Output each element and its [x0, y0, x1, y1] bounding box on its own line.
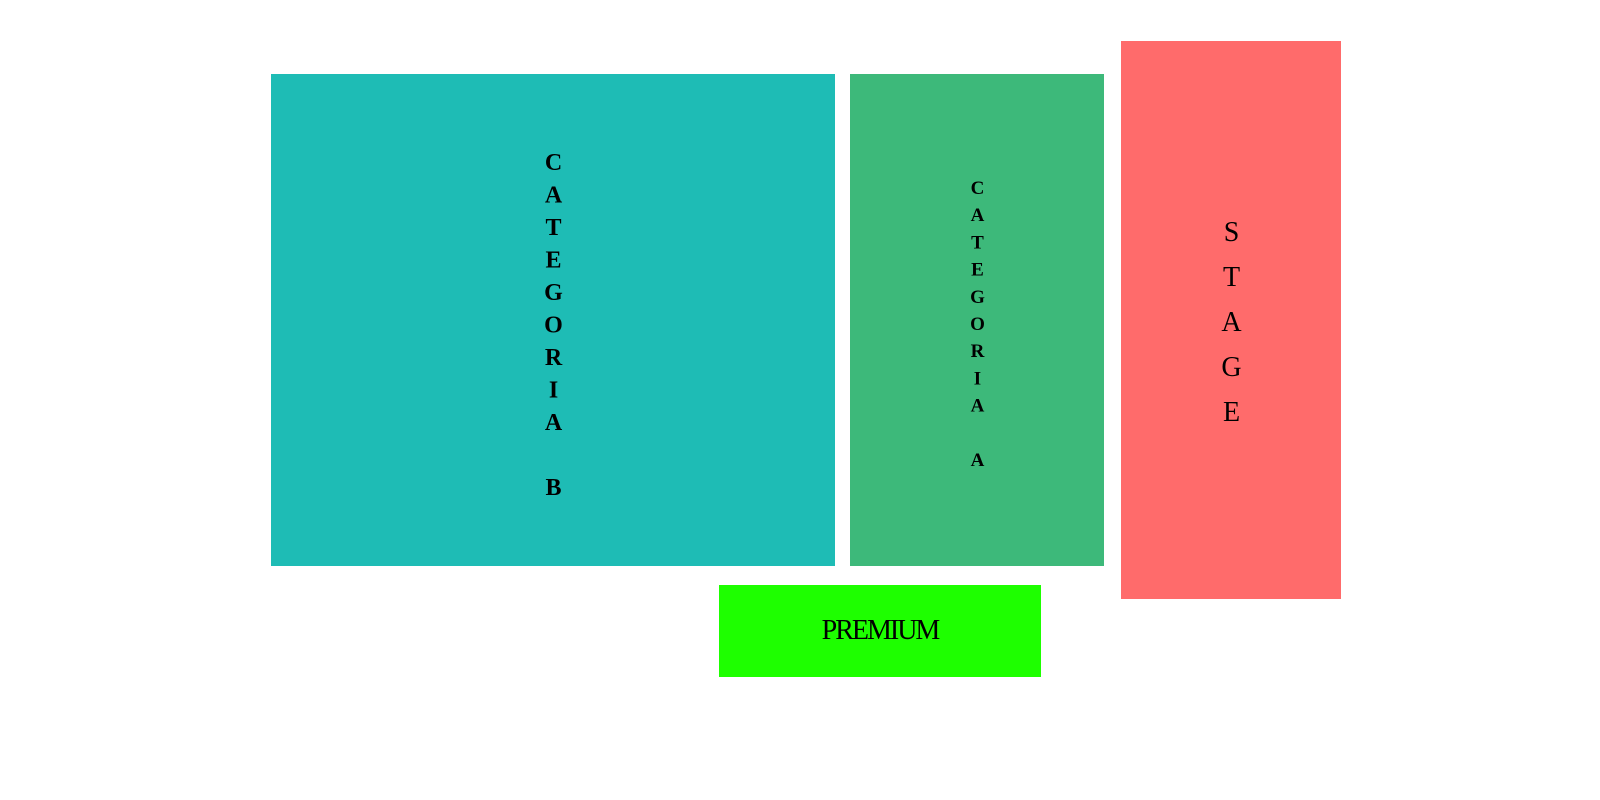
zone-label: CATEGORIA B: [540, 150, 567, 508]
zone-premium[interactable]: PREMIUM: [719, 585, 1041, 677]
zone-categoria-a[interactable]: CATEGORIA A: [850, 74, 1104, 566]
zone-label: CATEGORIA A: [967, 178, 988, 478]
zone-label: STAGE: [1216, 217, 1247, 442]
zone-categoria-b[interactable]: CATEGORIA B: [271, 74, 835, 566]
zone-label: PREMIUM: [821, 615, 941, 646]
zone-stage: STAGE: [1121, 41, 1341, 599]
